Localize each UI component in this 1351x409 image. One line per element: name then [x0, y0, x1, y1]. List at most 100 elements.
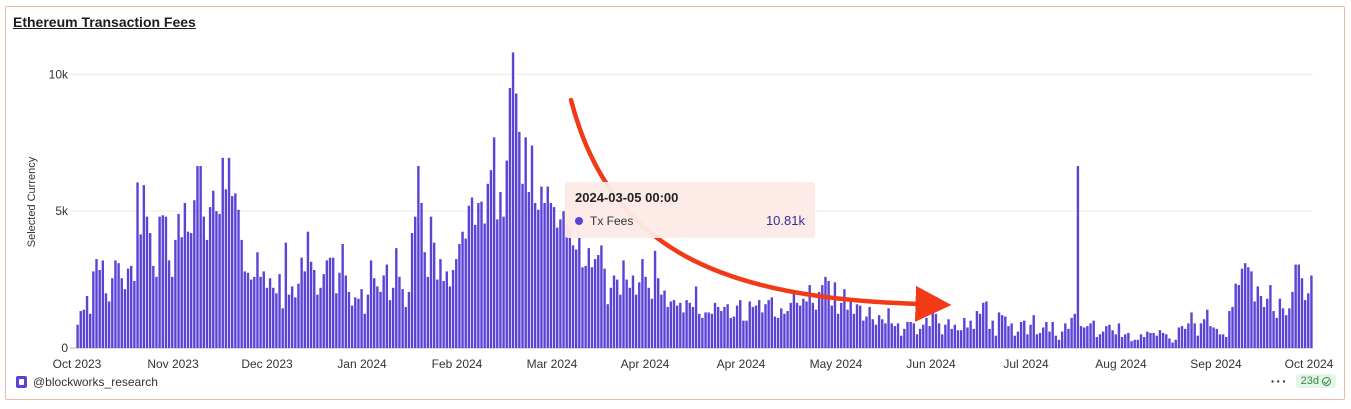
bar[interactable] [584, 265, 587, 348]
bar[interactable] [817, 291, 821, 348]
bar[interactable] [1070, 317, 1073, 348]
bar[interactable] [1060, 331, 1064, 348]
bar[interactable] [1171, 342, 1174, 348]
bar[interactable] [1212, 327, 1215, 348]
bar[interactable] [1064, 323, 1067, 348]
bar[interactable] [496, 219, 499, 348]
bar[interactable] [565, 224, 568, 348]
bar[interactable] [1048, 331, 1051, 348]
bar[interactable] [344, 275, 348, 348]
bar[interactable] [1026, 334, 1029, 348]
bar[interactable] [492, 137, 496, 348]
bar[interactable] [136, 182, 139, 348]
bar[interactable] [858, 305, 862, 348]
bar[interactable] [391, 287, 395, 348]
bar[interactable] [795, 302, 799, 348]
bar[interactable] [764, 304, 767, 348]
bar[interactable] [186, 231, 190, 348]
bar[interactable] [1042, 327, 1045, 348]
bar[interactable] [675, 305, 679, 348]
freshness-badge[interactable]: 23d [1295, 374, 1336, 388]
bar[interactable] [906, 322, 909, 348]
bar[interactable] [287, 294, 291, 348]
bar[interactable] [300, 257, 303, 348]
bar[interactable] [1272, 311, 1275, 348]
bar[interactable] [612, 275, 616, 348]
bar[interactable] [180, 237, 183, 348]
bar[interactable] [275, 293, 278, 348]
bar[interactable] [552, 207, 556, 348]
bar[interactable] [473, 224, 477, 348]
bar[interactable] [139, 234, 142, 348]
bar[interactable] [243, 271, 247, 348]
bar[interactable] [546, 186, 549, 348]
bar[interactable] [836, 313, 840, 348]
bar[interactable] [221, 157, 224, 348]
bar[interactable] [663, 290, 666, 348]
bar[interactable] [215, 211, 218, 348]
bar[interactable] [1010, 323, 1013, 348]
bar[interactable] [593, 259, 597, 348]
bar[interactable] [1089, 323, 1092, 348]
bar[interactable] [1237, 285, 1241, 348]
bar[interactable] [432, 242, 436, 348]
bar[interactable] [130, 265, 133, 348]
bar[interactable] [1209, 326, 1212, 348]
bar[interactable] [486, 183, 490, 348]
bar[interactable] [1266, 298, 1269, 348]
bar[interactable] [843, 289, 846, 348]
bar[interactable] [720, 311, 723, 348]
bar[interactable] [786, 311, 789, 348]
bar[interactable] [272, 287, 275, 348]
bar[interactable] [890, 323, 893, 348]
bar[interactable] [963, 317, 966, 348]
bar[interactable] [126, 268, 130, 348]
bar[interactable] [628, 287, 632, 348]
bar[interactable] [193, 200, 196, 348]
bar[interactable] [997, 312, 1001, 348]
bar[interactable] [1111, 330, 1114, 348]
bar[interactable] [212, 190, 215, 348]
bar[interactable] [1120, 337, 1124, 348]
bar[interactable] [167, 260, 171, 348]
bar[interactable] [1177, 327, 1181, 348]
bar[interactable] [1023, 320, 1026, 348]
bar[interactable] [562, 211, 565, 348]
bar[interactable] [199, 166, 202, 348]
bar[interactable] [508, 88, 512, 349]
bar[interactable] [704, 312, 707, 348]
bar[interactable] [1124, 334, 1127, 348]
bar[interactable] [609, 287, 613, 348]
bar[interactable] [369, 260, 373, 348]
bar[interactable] [975, 311, 979, 348]
bar[interactable] [1051, 322, 1054, 348]
bar[interactable] [1307, 293, 1310, 348]
bar[interactable] [284, 242, 288, 348]
bar[interactable] [770, 297, 774, 348]
bar[interactable] [941, 334, 944, 348]
bar[interactable] [1146, 331, 1149, 348]
bar[interactable] [208, 207, 212, 348]
bar[interactable] [249, 279, 253, 348]
bar[interactable] [1174, 339, 1177, 348]
bar[interactable] [868, 306, 871, 348]
bar[interactable] [410, 233, 414, 348]
bar[interactable] [953, 324, 957, 348]
bar[interactable] [79, 311, 82, 348]
chart-title[interactable]: Ethereum Transaction Fees [13, 14, 196, 30]
bar[interactable] [723, 306, 726, 348]
bar[interactable] [373, 278, 376, 348]
bar[interactable] [1190, 312, 1193, 348]
bar[interactable] [401, 289, 404, 348]
bar[interactable] [581, 267, 584, 348]
bar[interactable] [1076, 166, 1080, 348]
bar[interactable] [155, 276, 158, 348]
bar[interactable] [1114, 334, 1117, 348]
bar[interactable] [821, 285, 824, 348]
bar[interactable] [994, 335, 998, 348]
bar[interactable] [455, 259, 458, 348]
bar[interactable] [227, 157, 231, 348]
bar[interactable] [527, 192, 531, 348]
bar[interactable] [638, 282, 641, 348]
bar[interactable] [549, 202, 553, 348]
